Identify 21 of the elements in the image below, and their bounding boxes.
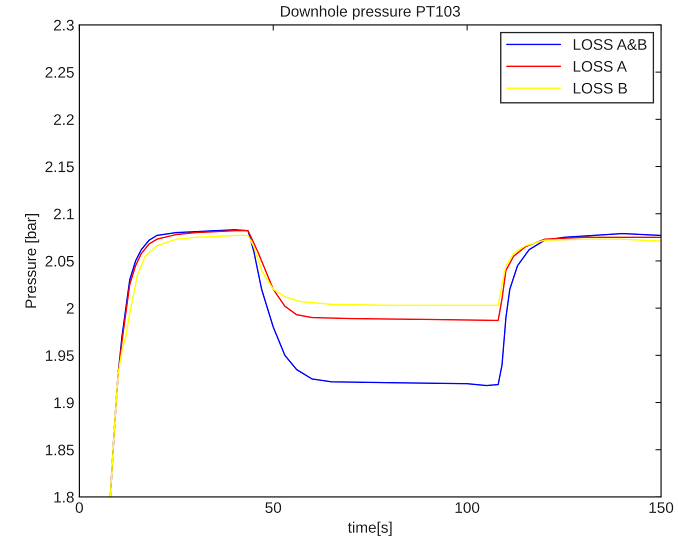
x-tick-label: 100	[456, 502, 480, 514]
x-tick-label: 150	[649, 502, 674, 514]
legend-label: LOSS A&B	[574, 39, 646, 50]
y-tick-label: 1.8	[54, 492, 74, 503]
y-tick-label: 1.85	[46, 444, 74, 456]
y-tick-label: 1.95	[46, 350, 74, 362]
y-tick-label: 2.25	[46, 67, 74, 78]
legend-label: LOSS A	[574, 60, 627, 72]
x-tick-label: 0	[76, 502, 83, 514]
y-tick-label: 2.15	[46, 161, 74, 172]
y-axis-title: Pressure [bar]	[24, 214, 40, 308]
y-tick-label: 2	[66, 303, 74, 314]
legend-label: LOSS B	[574, 82, 627, 94]
chart-title: Downhole pressure PT103	[281, 6, 460, 20]
y-tick-label: 2.3	[54, 20, 74, 31]
y-tick-label: 2.1	[54, 208, 74, 220]
y-tick-label: 2.2	[54, 114, 74, 125]
y-tick-label: 1.9	[54, 397, 74, 408]
x-tick-label: 50	[265, 502, 282, 514]
x-axis-title: time[s]	[348, 522, 392, 536]
y-tick-label: 2.05	[46, 256, 74, 267]
